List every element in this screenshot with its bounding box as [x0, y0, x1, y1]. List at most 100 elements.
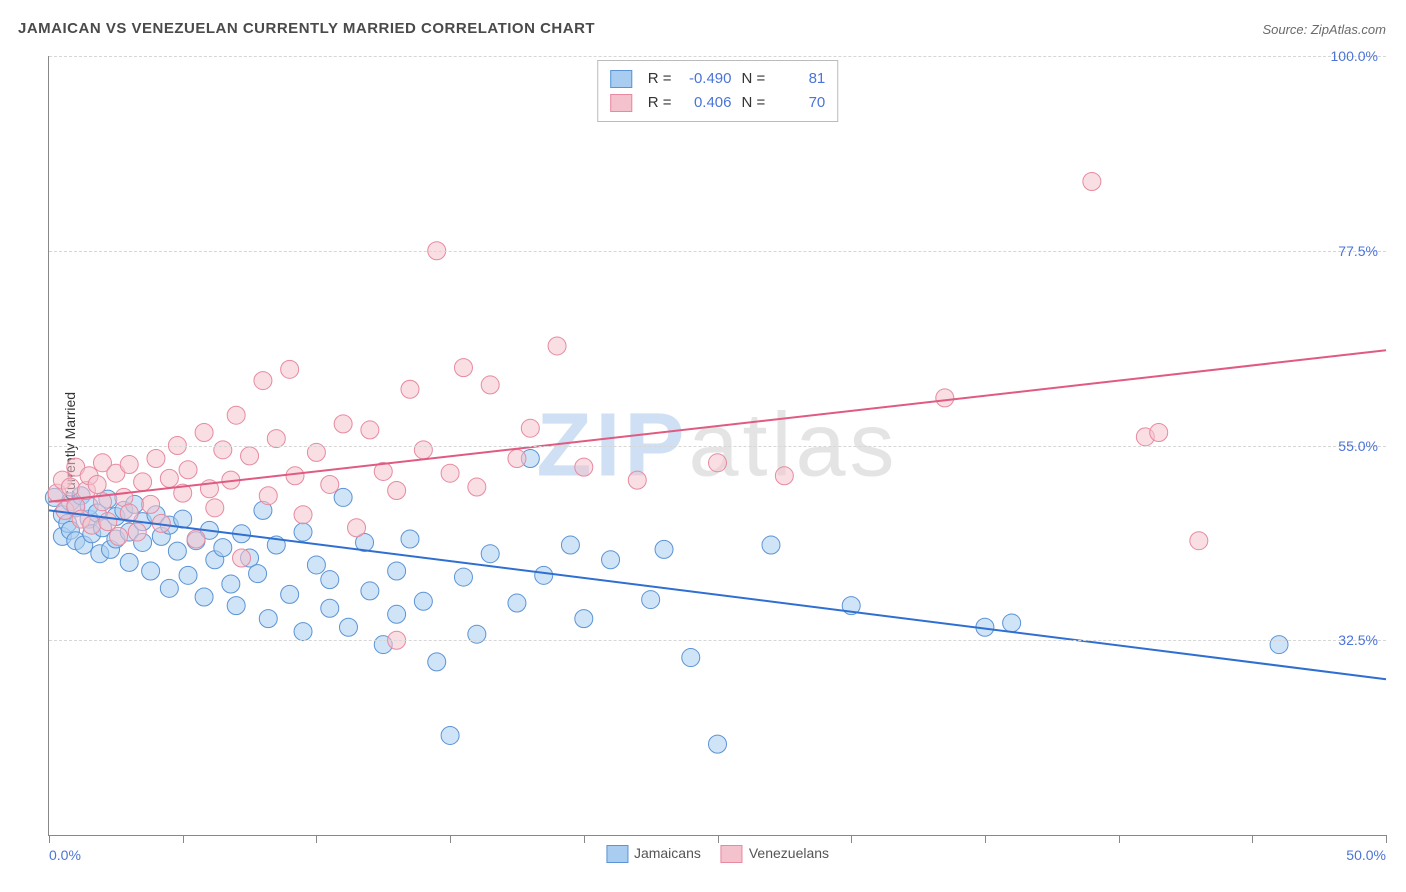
data-point [401, 380, 419, 398]
trend-line [49, 350, 1386, 501]
data-point [334, 488, 352, 506]
data-point [775, 467, 793, 485]
r-label: R = [648, 91, 672, 115]
data-point [1003, 614, 1021, 632]
r-value-1: -0.490 [682, 67, 732, 91]
xtick [985, 835, 986, 843]
legend-label-1: Jamaicans [634, 845, 701, 861]
data-point [454, 568, 472, 586]
data-point [709, 735, 727, 753]
data-point [160, 469, 178, 487]
legend-label-2: Venezuelans [749, 845, 829, 861]
data-point [1190, 532, 1208, 550]
data-point [1083, 173, 1101, 191]
data-point [709, 454, 727, 472]
data-point [142, 495, 160, 513]
data-point [259, 487, 277, 505]
data-point [259, 610, 277, 628]
xtick [49, 835, 50, 843]
gridline-h [49, 446, 1386, 447]
data-point [281, 585, 299, 603]
data-point [535, 566, 553, 584]
gridline-h [49, 56, 1386, 57]
legend-item-2: Venezuelans [721, 845, 829, 863]
data-point [508, 594, 526, 612]
xtick [316, 835, 317, 843]
data-point [628, 471, 646, 489]
gridline-h [49, 251, 1386, 252]
source-value: ZipAtlas.com [1311, 22, 1386, 37]
data-point [249, 565, 267, 583]
legend-swatch-2 [721, 845, 743, 863]
data-point [428, 653, 446, 671]
data-point [414, 441, 432, 459]
xtick-label: 0.0% [49, 847, 81, 863]
data-point [233, 549, 251, 567]
data-point [222, 575, 240, 593]
legend-item-1: Jamaicans [606, 845, 701, 863]
data-point [321, 475, 339, 493]
n-label: N = [742, 67, 766, 91]
data-point [575, 610, 593, 628]
data-point [936, 389, 954, 407]
data-point [294, 506, 312, 524]
data-point [441, 464, 459, 482]
ytick-label: 100.0% [1331, 48, 1378, 64]
gridline-h [49, 640, 1386, 641]
data-point [160, 579, 178, 597]
data-point [61, 478, 79, 496]
data-point [83, 516, 101, 534]
data-point [321, 571, 339, 589]
stat-legend-row-2: R = 0.406 N = 70 [610, 91, 826, 115]
data-point [88, 475, 106, 493]
data-point [206, 499, 224, 517]
data-point [441, 726, 459, 744]
xtick [718, 835, 719, 843]
xtick [851, 835, 852, 843]
data-point [388, 562, 406, 580]
xtick [183, 835, 184, 843]
ytick-label: 32.5% [1338, 632, 1378, 648]
data-point [521, 419, 539, 437]
data-point [128, 523, 146, 541]
data-point [1150, 424, 1168, 442]
data-point [454, 359, 472, 377]
xtick-label: 50.0% [1346, 847, 1386, 863]
data-point [179, 461, 197, 479]
xtick [450, 835, 451, 843]
stat-swatch-1 [610, 70, 632, 88]
n-label: N = [742, 91, 766, 115]
data-point [179, 566, 197, 584]
ytick-label: 77.5% [1338, 243, 1378, 259]
data-point [414, 592, 432, 610]
data-point [548, 337, 566, 355]
xtick [584, 835, 585, 843]
plot-area: ZIPatlas R = -0.490 N = 81 R = 0.406 N =… [48, 56, 1386, 836]
data-point [561, 536, 579, 554]
data-point [339, 618, 357, 636]
n-value-2: 70 [775, 91, 825, 115]
data-point [468, 478, 486, 496]
data-point [508, 449, 526, 467]
xtick [1386, 835, 1387, 843]
data-point [168, 542, 186, 560]
data-point [682, 649, 700, 667]
data-point [334, 415, 352, 433]
data-point [195, 588, 213, 606]
data-point [294, 623, 312, 641]
stat-legend: R = -0.490 N = 81 R = 0.406 N = 70 [597, 60, 839, 122]
data-point [1270, 636, 1288, 654]
data-point [481, 376, 499, 394]
data-point [481, 545, 499, 563]
data-point [120, 553, 138, 571]
n-value-1: 81 [775, 67, 825, 91]
data-point [110, 527, 128, 545]
source-attribution: Source: ZipAtlas.com [1262, 22, 1386, 37]
r-value-2: 0.406 [682, 91, 732, 115]
data-point [642, 591, 660, 609]
data-point [174, 510, 192, 528]
data-point [187, 530, 205, 548]
data-point [281, 360, 299, 378]
ytick-label: 55.0% [1338, 438, 1378, 454]
data-point [602, 551, 620, 569]
